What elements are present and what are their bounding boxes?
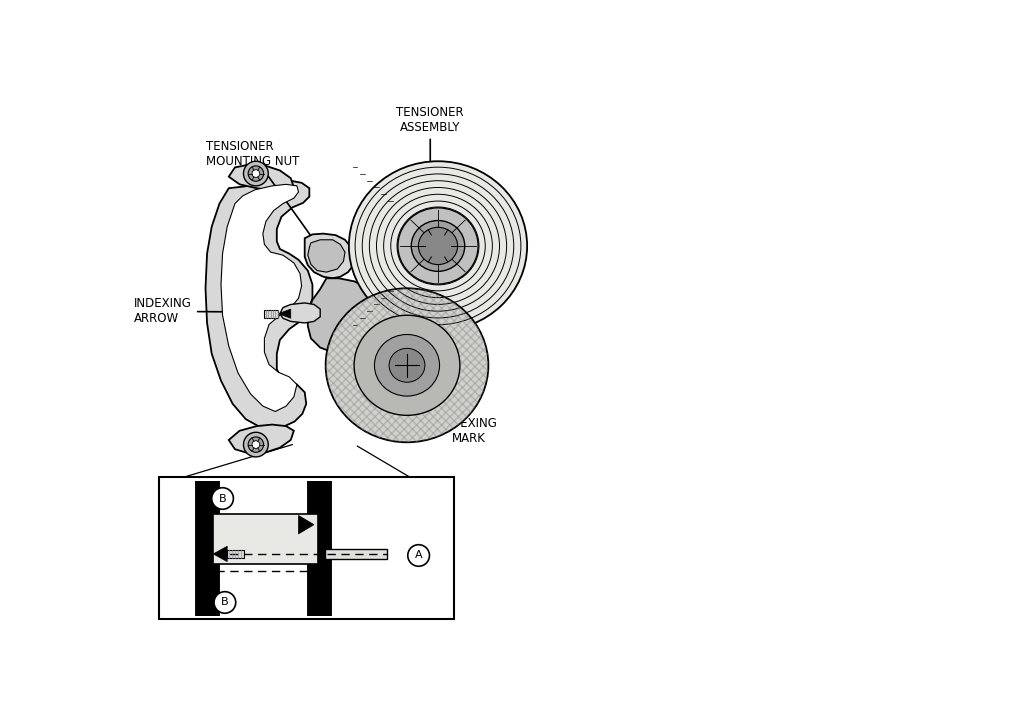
Polygon shape — [228, 164, 294, 192]
Ellipse shape — [412, 220, 465, 272]
Polygon shape — [228, 425, 294, 453]
FancyBboxPatch shape — [227, 550, 245, 558]
Polygon shape — [279, 309, 291, 318]
Circle shape — [408, 545, 429, 567]
Polygon shape — [308, 240, 345, 272]
Ellipse shape — [354, 315, 460, 416]
Text: INDEXING
ARROW: INDEXING ARROW — [134, 298, 273, 326]
Text: INDEXING
MARK: INDEXING MARK — [373, 390, 498, 445]
Circle shape — [252, 170, 260, 178]
Ellipse shape — [375, 334, 439, 396]
Polygon shape — [334, 331, 376, 391]
FancyBboxPatch shape — [159, 477, 454, 619]
FancyBboxPatch shape — [325, 550, 387, 559]
Circle shape — [252, 441, 260, 449]
Circle shape — [214, 592, 236, 614]
Polygon shape — [213, 546, 227, 562]
Polygon shape — [221, 185, 302, 411]
Ellipse shape — [326, 289, 488, 442]
Circle shape — [248, 166, 263, 181]
Ellipse shape — [389, 348, 425, 382]
Circle shape — [244, 432, 268, 457]
Text: B: B — [219, 494, 226, 503]
Polygon shape — [206, 180, 312, 429]
FancyBboxPatch shape — [264, 310, 279, 317]
Circle shape — [212, 488, 233, 509]
Text: TENSIONER
ASSEMBLY: TENSIONER ASSEMBLY — [396, 106, 464, 209]
Circle shape — [248, 437, 263, 452]
Ellipse shape — [419, 227, 458, 265]
Polygon shape — [305, 234, 354, 278]
Ellipse shape — [398, 208, 478, 284]
FancyBboxPatch shape — [213, 514, 317, 564]
Circle shape — [244, 161, 268, 186]
Polygon shape — [299, 515, 314, 534]
Polygon shape — [308, 278, 381, 352]
Text: A: A — [415, 550, 423, 560]
Text: B: B — [221, 597, 228, 607]
Ellipse shape — [349, 161, 527, 331]
Text: TENSIONER
MOUNTING NUT: TENSIONER MOUNTING NUT — [206, 140, 326, 256]
Polygon shape — [280, 303, 321, 323]
